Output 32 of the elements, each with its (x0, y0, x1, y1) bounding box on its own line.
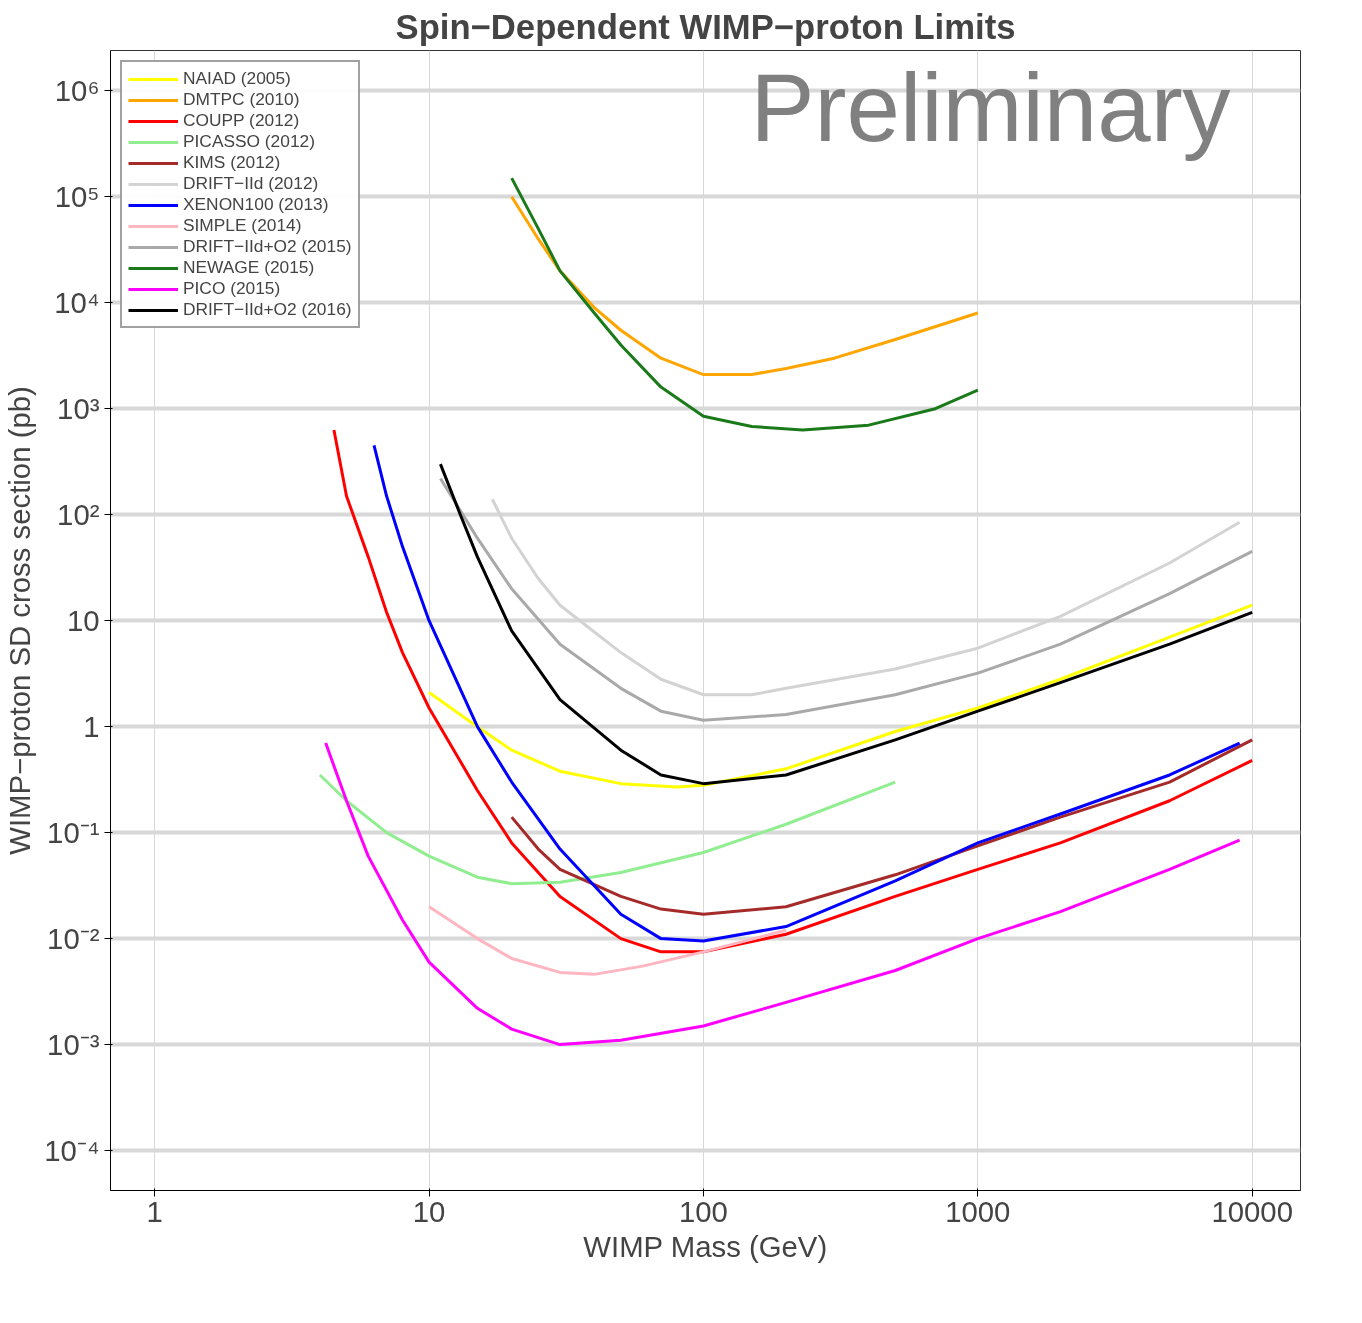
x-tick-label: 1 (146, 1194, 163, 1228)
y-axis-title: WIMP−proton SD cross section (pb) (3, 386, 37, 855)
y-tick-label: 10⁶ (54, 74, 100, 108)
legend-label: SIMPLE (2014) (183, 215, 302, 236)
y-tick-label: 10⁵ (54, 180, 100, 214)
legend-label: DMTPC (2010) (183, 89, 300, 110)
legend-label: DRIFT−IId+O2 (2016) (183, 299, 352, 320)
legend-label: KIMS (2012) (183, 152, 281, 173)
legend-label: XENON100 (2013) (183, 194, 329, 215)
y-tick-label: 10⁻¹ (47, 816, 100, 850)
chart-title: Spin−Dependent WIMP−proton Limits (395, 7, 1016, 46)
y-tick-label: 10⁻⁴ (44, 1134, 100, 1168)
y-tick-label: 10³ (57, 392, 100, 426)
legend-label: PICO (2015) (183, 278, 281, 299)
x-axis-title: WIMP Mass (GeV) (583, 1229, 828, 1263)
legend-label: COUPP (2012) (183, 110, 300, 131)
y-tick-label: 10⁻³ (47, 1028, 100, 1062)
y-tick-label: 1 (83, 710, 100, 744)
y-tick-label: 10 (66, 604, 100, 638)
legend-label: PICASSO (2012) (183, 131, 315, 152)
annotation: Preliminary (750, 53, 1231, 161)
legend-label: DRIFT−IId (2012) (183, 173, 319, 194)
legend-label: NAIAD (2005) (183, 68, 291, 89)
x-tick-label: 1000 (945, 1194, 1011, 1228)
y-tick-label: 10⁴ (54, 286, 100, 320)
y-tick-label: 10² (57, 498, 100, 532)
y-tick-label: 10⁻² (47, 922, 100, 956)
x-tick-label: 100 (678, 1194, 728, 1228)
x-tick-label: 10 (412, 1194, 446, 1228)
x-tick-label: 10000 (1211, 1194, 1293, 1228)
legend-label: NEWAGE (2015) (183, 257, 315, 278)
legend-label: DRIFT−IId+O2 (2015) (183, 236, 352, 257)
